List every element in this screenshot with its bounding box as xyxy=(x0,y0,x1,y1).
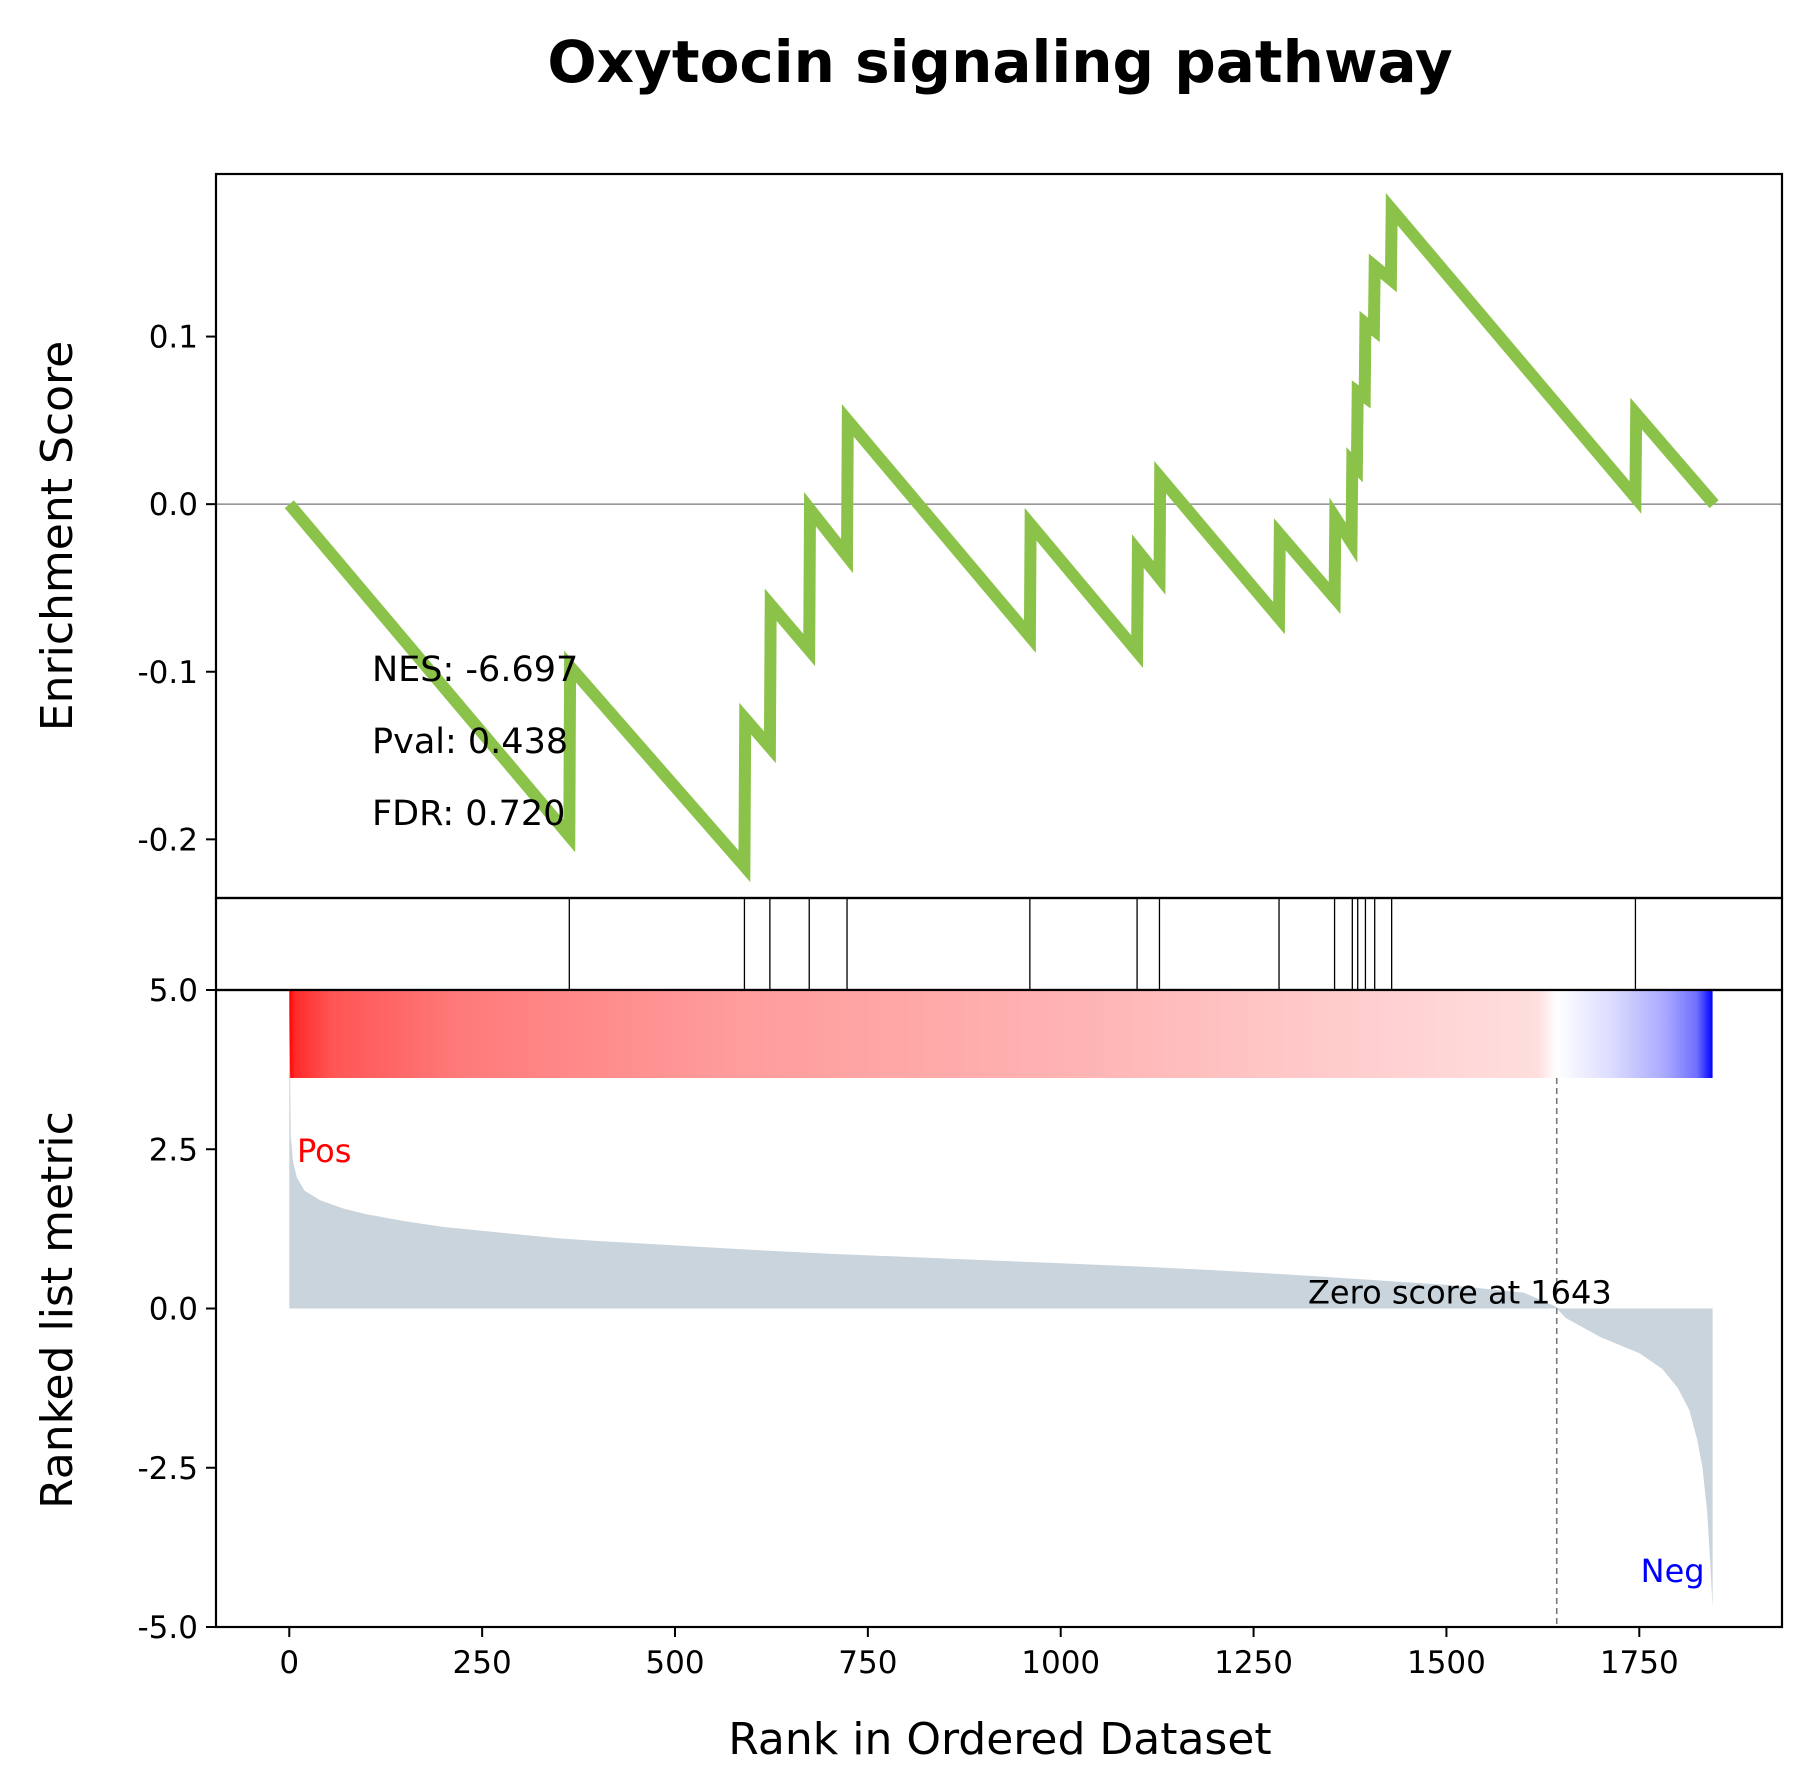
enrichment-y-label: Enrichment Score xyxy=(32,341,83,731)
hits-panel xyxy=(214,896,1784,992)
neg-label: Neg xyxy=(1641,1552,1705,1590)
x-tick-label: 0 xyxy=(279,1645,299,1681)
pval-label: Pval: 0.438 xyxy=(372,722,568,762)
hit-markers xyxy=(568,898,1637,990)
enrichment-y-tick-label: 0.1 xyxy=(149,320,198,356)
x-tick-label: 1500 xyxy=(1407,1645,1486,1681)
x-tick-label: 1750 xyxy=(1600,1645,1679,1681)
x-tick-label: 750 xyxy=(838,1645,897,1681)
enrichment-y-tick-label: -0.1 xyxy=(138,655,199,691)
pos-label: Pos xyxy=(297,1132,351,1170)
enrichment-y-tick-label: 0.0 xyxy=(149,487,198,523)
ranked-metric-frame xyxy=(214,988,1784,1629)
enrichment-y-axis: -0.2 -0.1 0.0 0.1 xyxy=(138,320,216,858)
enrichment-panel: -0.2 -0.1 0.0 0.1 NES: -6.697 Pval: 0.438 F… xyxy=(32,172,1784,900)
x-tick-label: 1000 xyxy=(1021,1645,1100,1681)
ranked-metric-area xyxy=(289,996,1713,1608)
fdr-label: FDR: 0.720 xyxy=(372,794,565,834)
ranked-metric-y-label: Ranked list metric xyxy=(32,1111,83,1509)
enrichment-series xyxy=(284,193,1719,883)
enrichment-y-tick-label: -0.2 xyxy=(138,822,199,858)
ranked-metric-y-tick-label: 5.0 xyxy=(149,973,198,1009)
ranked-metric-y-tick-label: -5.0 xyxy=(138,1610,199,1646)
ranked-metric-y-axis: -5.0 -2.5 0.0 2.5 5.0 xyxy=(138,973,216,1646)
x-tick-label: 250 xyxy=(453,1645,512,1681)
enrichment-line xyxy=(284,193,1719,883)
hits-frame xyxy=(214,896,1784,992)
x-tick-label: 1250 xyxy=(1214,1645,1293,1681)
x-axis-label: Rank in Ordered Dataset xyxy=(728,1714,1271,1765)
x-tick-label: 500 xyxy=(645,1645,704,1681)
ranked-metric-y-tick-label: 0.0 xyxy=(149,1292,198,1328)
chart-title: Oxytocin signaling pathway xyxy=(547,28,1452,96)
ranked-metric-panel: Zero score at 1643 Pos Neg -5.0 -2.5 0.0 2.… xyxy=(32,973,1784,1646)
rank-color-bar xyxy=(289,990,1713,1078)
ranked-metric-y-tick-label: -2.5 xyxy=(138,1451,199,1487)
x-axis: 0 250 500 750 1000 1250 1500 1750 xyxy=(279,1627,1679,1681)
enrichment-frame xyxy=(214,172,1784,900)
zero-score-label: Zero score at 1643 xyxy=(1308,1274,1612,1312)
ranked-metric-y-tick-label: 2.5 xyxy=(149,1132,198,1168)
nes-label: NES: -6.697 xyxy=(372,650,578,690)
